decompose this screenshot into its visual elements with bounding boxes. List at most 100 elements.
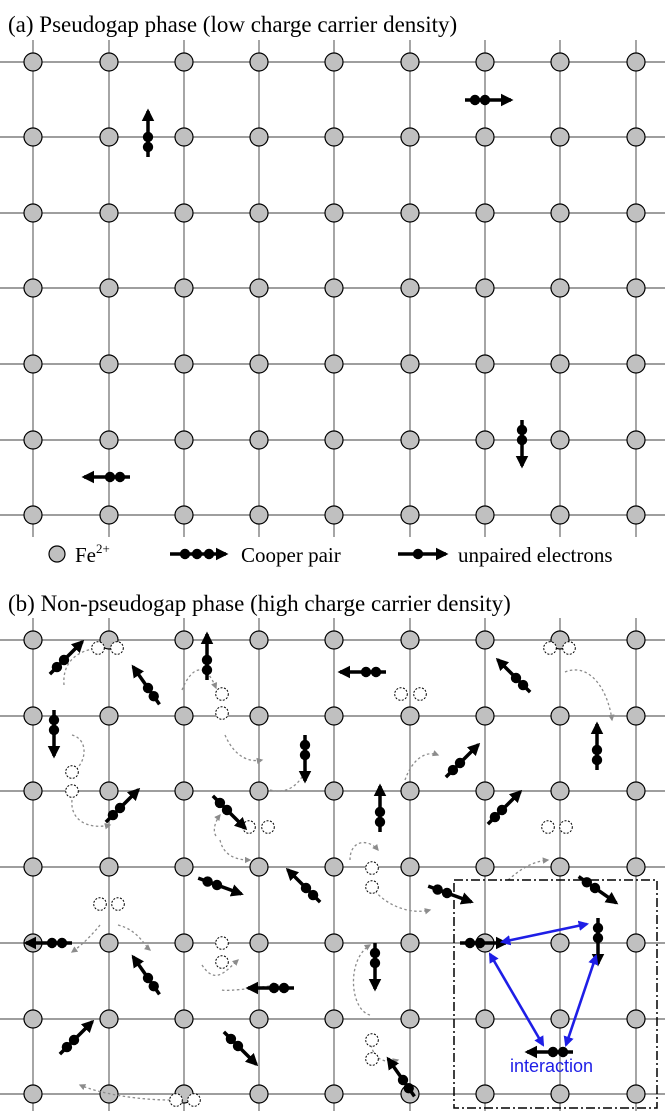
fe-ion-icon xyxy=(174,354,194,374)
cooper-pair-icon xyxy=(58,1019,95,1056)
electron-trail xyxy=(404,750,440,781)
unpaired-electrons-legend-label: unpaired electrons xyxy=(458,543,613,567)
cooper-pair-icon xyxy=(200,631,214,680)
fe-ion-icon xyxy=(626,430,646,450)
fe-ion-icon xyxy=(550,354,570,374)
interaction-arrow-icon xyxy=(563,954,599,1047)
fe-ion-icon xyxy=(400,1009,420,1029)
fe-ion-icon xyxy=(23,706,43,726)
panel-a-title: (a) Pseudogap phase (low charge carrier … xyxy=(8,12,457,37)
hole-icon xyxy=(261,820,275,834)
hole-icon xyxy=(541,820,555,834)
fe-ion-icon xyxy=(475,278,495,298)
electron-trail xyxy=(181,669,218,691)
fe-ion-icon xyxy=(23,505,43,525)
hole-icon xyxy=(215,706,229,720)
fe-ion-icon xyxy=(475,857,495,877)
fe-ion-icon xyxy=(626,1009,646,1029)
fe-ion-icon xyxy=(475,505,495,525)
fe-ion-icon xyxy=(174,781,194,801)
fe-ion-icon xyxy=(475,1084,495,1104)
fe-ion-icon xyxy=(550,933,570,953)
fe-ion-icon xyxy=(626,278,646,298)
fe-ion-icon xyxy=(174,706,194,726)
fe-ion-icon xyxy=(249,278,269,298)
hole-icon xyxy=(187,1093,201,1107)
fe-ion-icon xyxy=(550,52,570,72)
fe-ion-icon xyxy=(99,706,119,726)
fe-ion-icon xyxy=(99,857,119,877)
fe-ion-icon xyxy=(324,203,344,223)
fe-ion-icon xyxy=(99,505,119,525)
cooper-pair-icon xyxy=(81,470,130,484)
fe-ion-icon xyxy=(475,1009,495,1029)
hole-icon xyxy=(365,861,379,875)
fe-ion-icon xyxy=(174,278,194,298)
fe-ion-icon xyxy=(23,52,43,72)
hole-icon xyxy=(365,880,379,894)
hole-icon xyxy=(91,641,105,655)
cooper-pair-icon xyxy=(197,876,244,897)
cooper-pair-icon xyxy=(373,783,387,832)
hole-icon xyxy=(110,641,124,655)
electron-trail xyxy=(564,669,615,722)
fe-ion-icon xyxy=(475,430,495,450)
panel-a-carriers xyxy=(81,93,529,484)
fe-ion-icon xyxy=(626,505,646,525)
fe-ion-icon xyxy=(475,203,495,223)
interaction-arrow-icon xyxy=(499,920,590,946)
fe-ion-icon xyxy=(400,781,420,801)
fe-ion-icon xyxy=(99,781,119,801)
fe-ion-icon xyxy=(249,127,269,147)
fe-ion-icon xyxy=(324,354,344,374)
fe-ion-icon xyxy=(174,203,194,223)
hole-icon xyxy=(65,784,79,798)
hole-icon xyxy=(365,1052,379,1066)
fe-ion-icon xyxy=(550,203,570,223)
fe-ion-icon xyxy=(324,781,344,801)
fe-ion-icon xyxy=(99,278,119,298)
fe-ion-icon xyxy=(324,706,344,726)
fe-ion-icon xyxy=(324,52,344,72)
fe-ion-icon xyxy=(400,354,420,374)
fe-ion-icon xyxy=(400,933,420,953)
hole-icon xyxy=(413,687,427,701)
panel-b: (b) Non-pseudogap phase (high charge car… xyxy=(0,591,665,1111)
fe-ion-icon xyxy=(626,706,646,726)
electron-trail xyxy=(352,944,372,1016)
electron-trail xyxy=(349,841,379,861)
fe-ion-icon xyxy=(400,203,420,223)
fe-ion-icon xyxy=(324,1009,344,1029)
fe-ion-icon xyxy=(475,52,495,72)
fe-ion-icon xyxy=(400,278,420,298)
fe-ion-icon xyxy=(23,1009,43,1029)
hole-icon xyxy=(215,687,229,701)
fe-ion-icon xyxy=(550,857,570,877)
electron-trail xyxy=(201,959,239,977)
fe-ion-icon xyxy=(99,354,119,374)
fe-ion-icon xyxy=(400,52,420,72)
fe-ion-icon xyxy=(174,857,194,877)
fe-ion-icon xyxy=(626,203,646,223)
hole-icon xyxy=(562,641,576,655)
cooper-pair-icon xyxy=(285,867,322,904)
fe-ion-icon xyxy=(174,933,194,953)
fe-ion-icon xyxy=(99,933,119,953)
cooper-pair-icon xyxy=(337,665,386,679)
panel-b-title: (b) Non-pseudogap phase (high charge car… xyxy=(8,591,511,616)
fe-ion-icon xyxy=(23,781,43,801)
fe-ion-icon xyxy=(324,933,344,953)
electron-trail xyxy=(71,799,112,830)
fe-ion-icon xyxy=(400,505,420,525)
fe-ion-icon xyxy=(550,505,570,525)
cooper-pair-icon xyxy=(577,875,619,905)
fe-ion-icon xyxy=(626,354,646,374)
fe-ion-icon xyxy=(23,278,43,298)
fe-ion-icon xyxy=(174,430,194,450)
cooper-pair-icon xyxy=(427,884,474,905)
fe-ion-icon xyxy=(249,505,269,525)
cooper-pair-legend-label: Cooper pair xyxy=(241,543,341,567)
hole-icon xyxy=(215,936,229,950)
fe-ion-icon xyxy=(475,127,495,147)
